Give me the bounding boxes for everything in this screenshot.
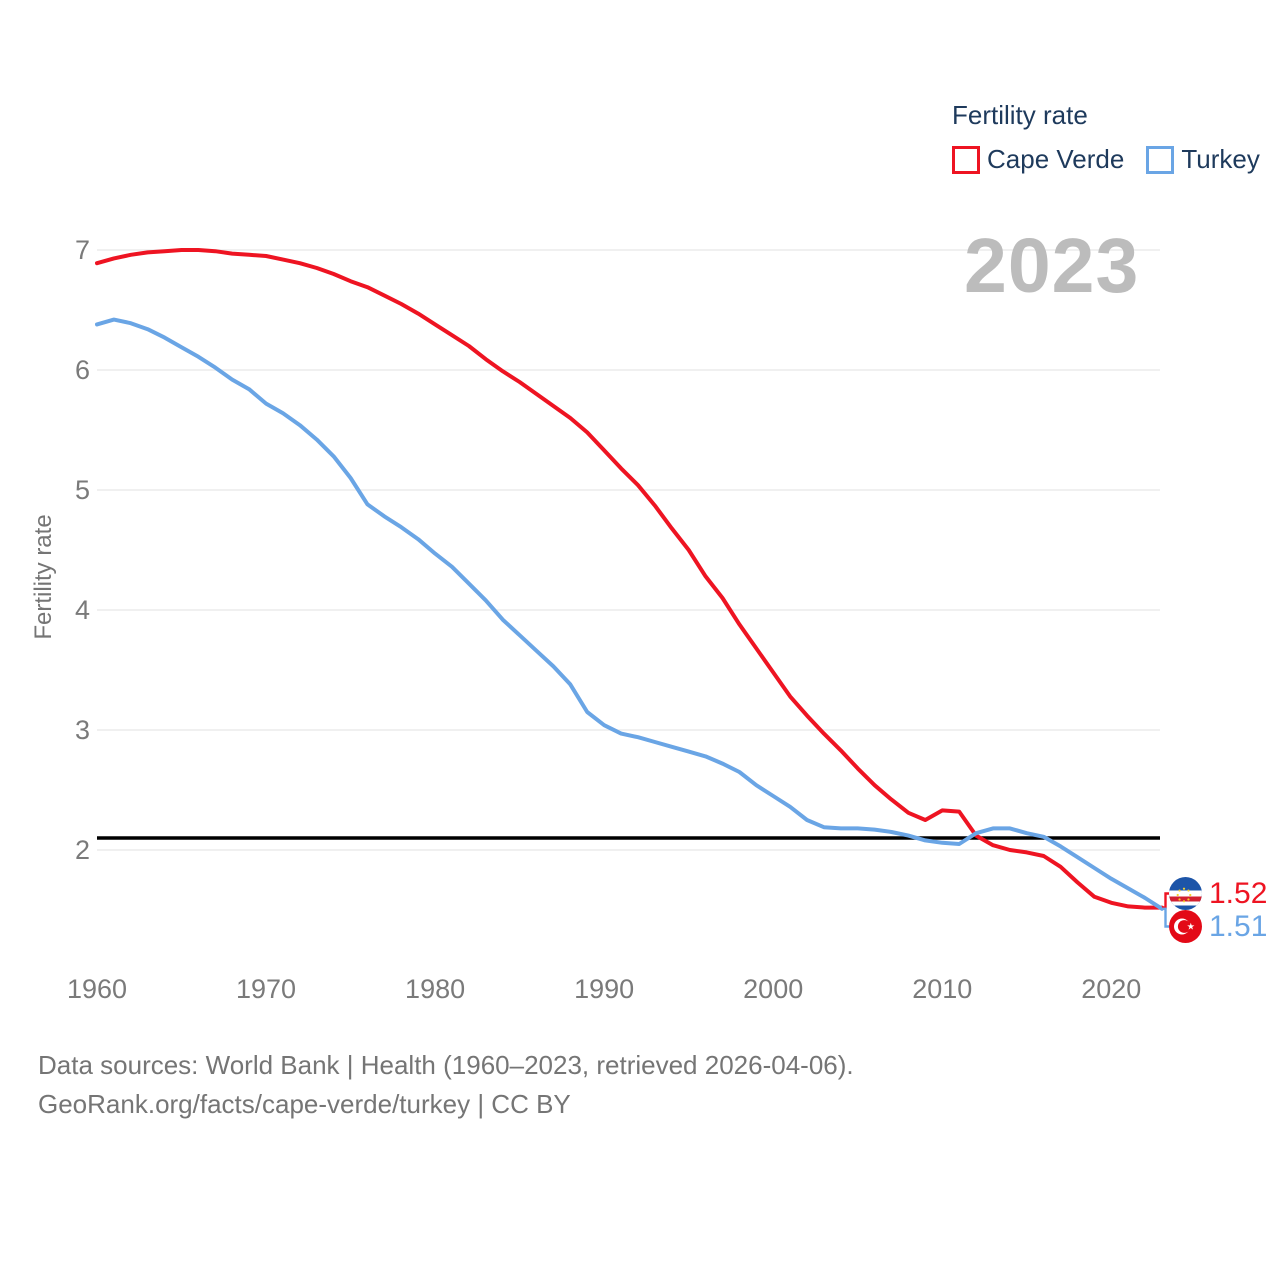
y-axis-label: Fertility rate [30, 514, 57, 640]
y-tick-4: 4 [75, 595, 90, 625]
x-tick-1970: 1970 [236, 974, 296, 1004]
legend-label-cape-verde: Cape Verde [987, 144, 1125, 175]
legend-items: Cape Verde Turkey [952, 144, 1260, 175]
turkey-line[interactable] [95, 317, 1164, 911]
source-footer: Data sources: World Bank | Health (1960–… [38, 1046, 854, 1124]
attribution-line[interactable]: GeoRank.org/facts/cape-verde/turkey | CC… [38, 1089, 571, 1119]
legend-item-turkey[interactable]: Turkey [1146, 144, 1260, 175]
x-tick-1990: 1990 [574, 974, 634, 1004]
cape-verde-line[interactable] [95, 248, 1164, 910]
x-tick-2020: 2020 [1081, 974, 1141, 1004]
legend-title: Fertility rate [952, 100, 1088, 130]
gridlines [97, 249, 1160, 851]
year-watermark: 2023 [964, 223, 1140, 309]
cape-verde-flag-icon [1169, 877, 1202, 910]
end-label-turkey[interactable]: 1.51 [1169, 910, 1267, 943]
turkey-label-connector [1162, 907, 1170, 928]
cape-verde-swatch-icon [952, 145, 980, 174]
legend-label-turkey: Turkey [1181, 144, 1260, 175]
turkey-end-value: 1.51 [1209, 909, 1268, 943]
y-tick-5: 5 [75, 475, 90, 505]
legend-item-cape-verde[interactable]: Cape Verde [952, 144, 1146, 175]
y-axis-ticks: 7 6 5 4 3 2 [75, 235, 90, 865]
end-label-cape-verde[interactable]: 1.52 [1169, 877, 1267, 910]
x-tick-2000: 2000 [743, 974, 803, 1004]
y-tick-2: 2 [75, 835, 90, 865]
y-tick-7: 7 [75, 235, 90, 265]
data-sources-line: Data sources: World Bank | Health (1960–… [38, 1050, 854, 1080]
legend: Fertility rate Cape Verde Turkey [952, 100, 1260, 175]
x-tick-1980: 1980 [405, 974, 465, 1004]
y-tick-6: 6 [75, 355, 90, 385]
turkey-swatch-icon [1146, 145, 1175, 174]
x-tick-2010: 2010 [912, 974, 972, 1004]
x-tick-1960: 1960 [67, 974, 127, 1004]
x-axis-ticks: 1960 1970 1980 1990 2000 2010 2020 [67, 974, 1141, 1004]
y-tick-3: 3 [75, 715, 90, 745]
turkey-flag-icon [1169, 910, 1202, 943]
cape-verde-end-value: 1.52 [1209, 876, 1268, 910]
